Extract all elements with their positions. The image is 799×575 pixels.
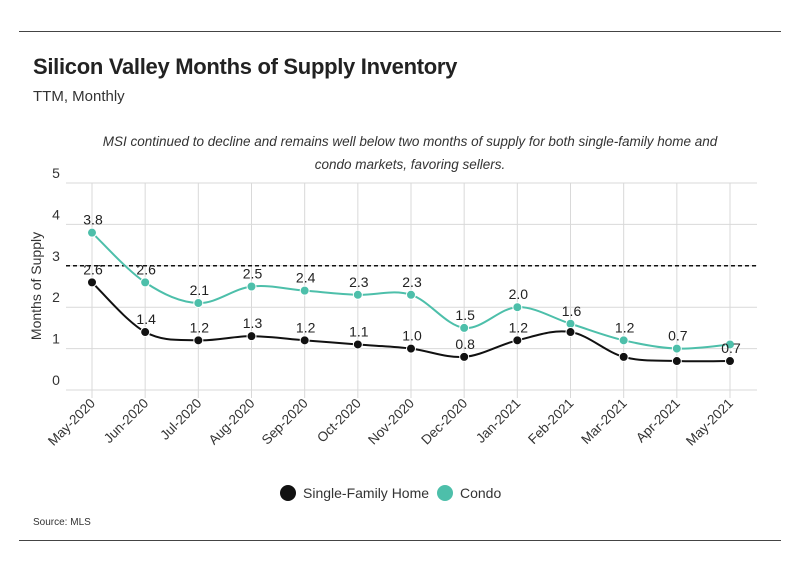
data-point-condo <box>512 302 523 313</box>
data-label-condo: 1.6 <box>562 303 582 319</box>
data-point-sfh <box>87 277 97 288</box>
source-note: Source: MLS <box>33 517 91 528</box>
data-point-condo <box>299 285 310 296</box>
data-label-condo: 2.3 <box>349 274 369 290</box>
y-tick-label: 3 <box>52 248 60 264</box>
data-point-sfh <box>299 335 310 346</box>
data-label-condo: 0.7 <box>668 328 688 344</box>
data-point-sfh <box>725 356 735 367</box>
data-label-sfh: 1.3 <box>243 315 263 331</box>
y-tick-label: 4 <box>52 206 60 222</box>
legend-marker-condo <box>437 485 453 501</box>
data-label-sfh: 1.1 <box>349 323 369 339</box>
data-point-condo <box>193 298 204 309</box>
data-label-condo: 1.5 <box>455 307 475 323</box>
chart-annotation: MSI continued to decline and remains wel… <box>102 134 718 172</box>
data-label-sfh: 1.2 <box>296 319 316 335</box>
data-label-sfh: 0.7 <box>721 340 741 356</box>
top-rule <box>19 31 781 32</box>
x-tick-label: Jul-2020 <box>157 396 204 443</box>
data-point-sfh <box>193 335 204 346</box>
x-tick-label: Sep-2020 <box>259 396 311 448</box>
data-point-condo <box>87 227 97 238</box>
data-point-condo <box>618 335 629 346</box>
data-point-sfh <box>618 351 629 362</box>
data-point-sfh <box>140 327 151 338</box>
data-point-condo <box>459 322 470 333</box>
x-tick-label: Dec-2020 <box>418 396 470 448</box>
data-point-condo <box>725 339 735 350</box>
y-axis-label: Months of Supply <box>28 232 44 340</box>
data-label-condo: 2.5 <box>243 266 263 282</box>
data-point-sfh <box>406 343 416 354</box>
data-point-condo <box>246 281 257 292</box>
chart-subtitle: TTM, Monthly <box>33 88 125 105</box>
y-tick-label: 0 <box>52 372 60 388</box>
x-tick-label: Jan-2021 <box>473 396 523 446</box>
legend-label-sfh: Single-Family Home <box>303 485 429 501</box>
data-point-condo <box>140 277 151 288</box>
data-label-sfh: 0.8 <box>455 336 475 352</box>
data-point-sfh <box>459 351 470 362</box>
data-label-sfh: 1.2 <box>509 319 529 335</box>
data-point-sfh <box>246 331 257 342</box>
data-label-sfh: 2.6 <box>83 261 103 277</box>
data-point-sfh <box>512 335 523 346</box>
data-label-sfh: 1.2 <box>190 319 210 335</box>
data-label-condo: 2.1 <box>190 282 210 298</box>
data-label-sfh: 1.4 <box>136 311 156 327</box>
data-label-condo: 2.6 <box>136 261 156 277</box>
data-point-sfh <box>352 339 363 350</box>
data-point-sfh <box>565 327 576 338</box>
data-point-sfh <box>671 356 682 367</box>
x-tick-label: Apr-2021 <box>633 396 683 446</box>
data-label-condo: 1.2 <box>615 319 635 335</box>
y-tick-label: 2 <box>52 289 60 305</box>
chart-title: Silicon Valley Months of Supply Inventor… <box>33 54 458 79</box>
x-tick-label: Aug-2020 <box>206 396 258 448</box>
x-tick-label: May-2021 <box>683 396 736 449</box>
data-point-condo <box>565 318 576 329</box>
data-label-condo: 2.0 <box>509 286 529 302</box>
data-label-condo: 2.4 <box>296 270 316 286</box>
x-tick-label: Oct-2020 <box>314 396 364 446</box>
x-tick-label: Nov-2020 <box>365 396 417 448</box>
data-point-condo <box>406 289 416 300</box>
x-tick-label: Mar-2021 <box>578 396 629 447</box>
x-tick-label: Jun-2020 <box>101 396 151 446</box>
legend-label-condo: Condo <box>460 485 501 501</box>
y-tick-label: 1 <box>52 331 60 347</box>
data-label-condo: 2.3 <box>402 274 422 290</box>
y-tick-label: 5 <box>52 165 60 181</box>
data-point-condo <box>352 289 363 300</box>
legend-marker-sfh <box>280 485 296 501</box>
x-tick-label: May-2020 <box>45 396 98 449</box>
x-tick-label: Feb-2021 <box>525 396 576 447</box>
data-label-condo: 3.8 <box>83 212 103 228</box>
bottom-rule <box>19 540 781 541</box>
data-label-sfh: 1.0 <box>402 328 422 344</box>
data-point-condo <box>671 343 682 354</box>
